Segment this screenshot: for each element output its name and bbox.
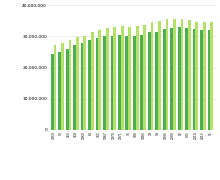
- Bar: [125, 36, 128, 130]
- Bar: [81, 43, 83, 130]
- Bar: [136, 26, 139, 130]
- Bar: [178, 27, 181, 130]
- Bar: [181, 19, 183, 130]
- Bar: [51, 54, 54, 130]
- Bar: [173, 19, 176, 130]
- Bar: [158, 21, 161, 130]
- Bar: [69, 40, 72, 130]
- Bar: [193, 29, 195, 130]
- Bar: [128, 26, 131, 130]
- Bar: [73, 45, 76, 130]
- Bar: [106, 28, 109, 130]
- Bar: [140, 35, 143, 130]
- Bar: [210, 22, 213, 130]
- Bar: [98, 30, 101, 130]
- Bar: [143, 25, 146, 130]
- Bar: [61, 43, 64, 130]
- Bar: [207, 30, 210, 130]
- Bar: [66, 49, 69, 130]
- Bar: [121, 26, 124, 130]
- Bar: [155, 32, 158, 130]
- Bar: [113, 27, 116, 130]
- Bar: [195, 22, 198, 130]
- Bar: [54, 45, 57, 130]
- Bar: [200, 30, 203, 130]
- Bar: [185, 28, 188, 130]
- Bar: [76, 37, 79, 130]
- Bar: [166, 19, 169, 130]
- Bar: [133, 35, 136, 130]
- Bar: [203, 22, 206, 130]
- Bar: [88, 40, 91, 130]
- Bar: [151, 22, 154, 130]
- Bar: [148, 32, 151, 130]
- Bar: [163, 29, 166, 130]
- Bar: [91, 32, 94, 130]
- Bar: [170, 28, 173, 130]
- Bar: [95, 38, 98, 130]
- Bar: [58, 52, 61, 130]
- Bar: [188, 20, 191, 130]
- Bar: [103, 36, 106, 130]
- Bar: [118, 35, 121, 130]
- Bar: [110, 35, 113, 130]
- Bar: [83, 35, 86, 130]
